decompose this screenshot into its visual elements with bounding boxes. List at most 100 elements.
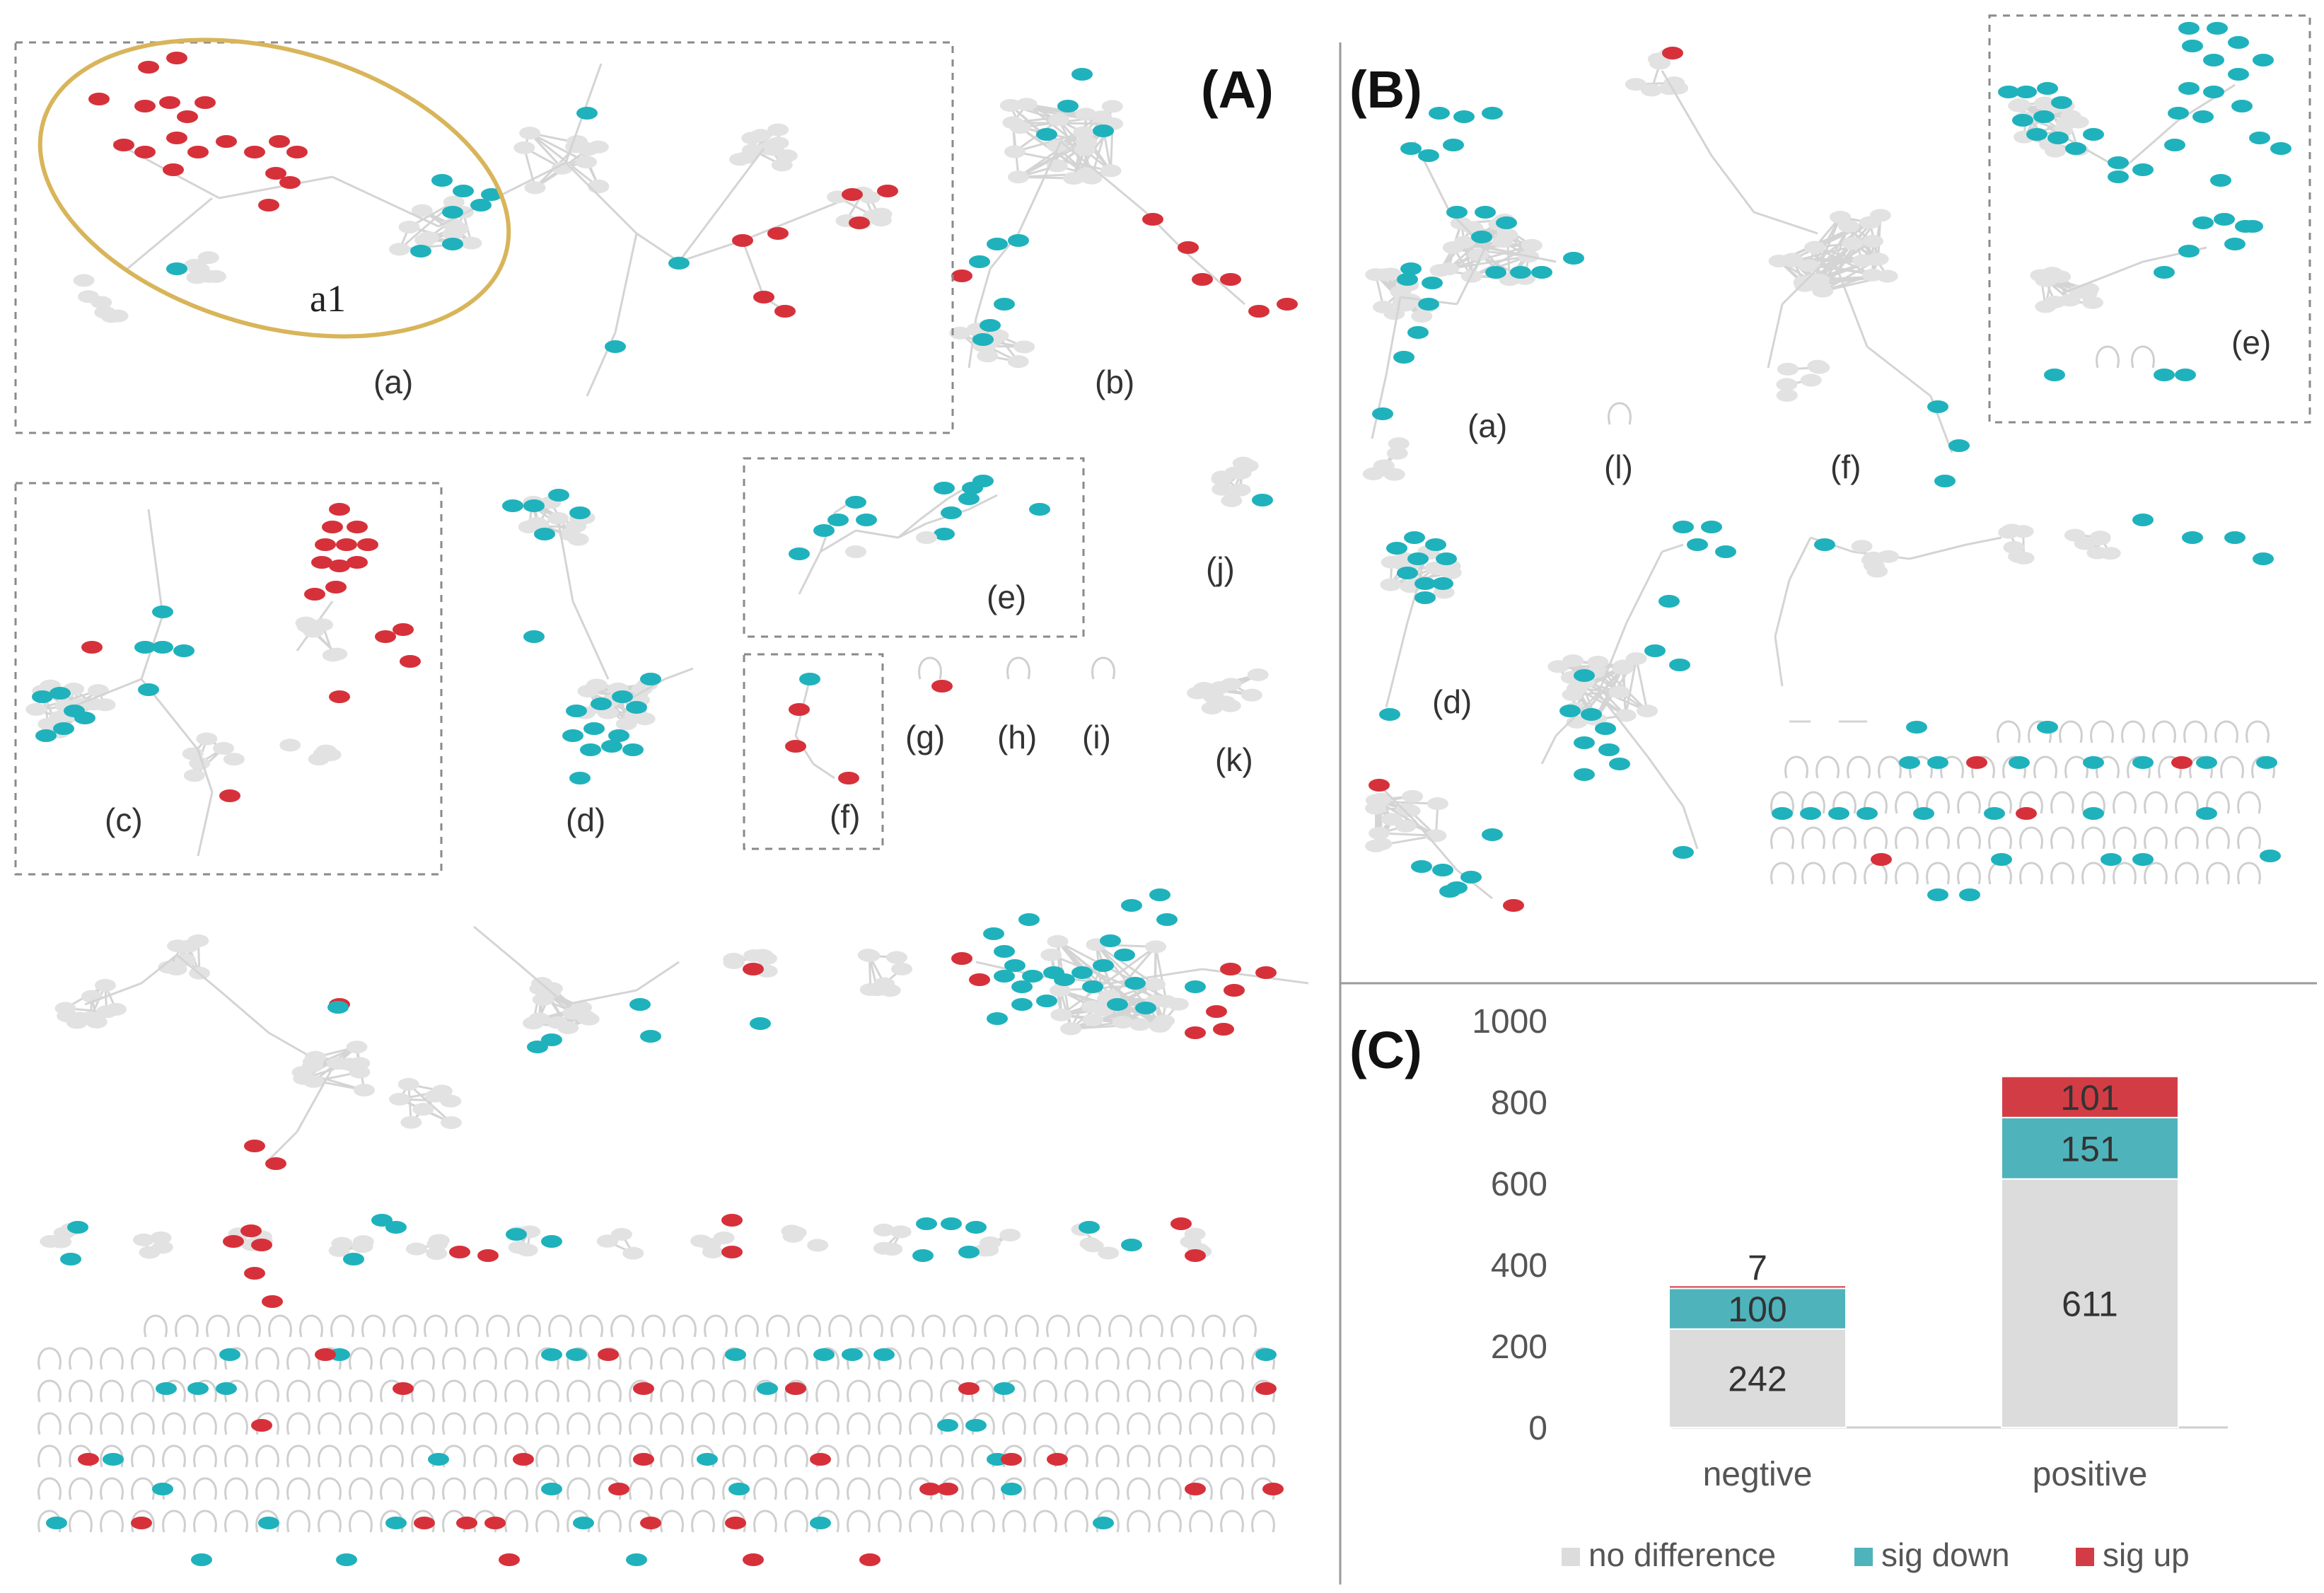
sig-down-node xyxy=(757,1382,778,1395)
sig-down-node xyxy=(1595,722,1616,735)
network-edge xyxy=(1456,247,1487,305)
bar-value-label: 611 xyxy=(2062,1284,2118,1323)
self-loop xyxy=(1220,1477,1244,1500)
network-edge xyxy=(2121,119,2179,171)
network-node xyxy=(349,1065,371,1079)
network-edge xyxy=(1753,211,1818,235)
network-node xyxy=(25,702,47,716)
sig-down-node xyxy=(969,255,990,268)
sig-up-node xyxy=(721,1214,743,1227)
network-edge xyxy=(1597,693,1649,758)
sig-up-node xyxy=(1185,1249,1206,1262)
sig-down-node xyxy=(152,1483,173,1495)
network-node xyxy=(1063,172,1085,185)
self-loop xyxy=(69,1510,93,1533)
sig-up-node xyxy=(269,135,290,148)
sig-down-node xyxy=(219,1348,240,1361)
network-edge xyxy=(564,161,638,235)
self-loop xyxy=(1864,791,1888,814)
network-node xyxy=(189,757,211,770)
sig-up-node xyxy=(78,1453,99,1466)
sig-down-node xyxy=(994,298,1015,311)
network-node xyxy=(1869,209,1891,222)
sig-up-node xyxy=(774,305,796,318)
network-node xyxy=(205,270,227,283)
sig-up-node xyxy=(1220,273,1241,286)
sig-down-node xyxy=(1482,828,1503,841)
label-a-F: (f) xyxy=(830,798,860,835)
network-node xyxy=(411,204,433,217)
sig-up-node xyxy=(1170,1217,1192,1230)
network-node xyxy=(891,962,913,975)
sig-up-node xyxy=(163,163,184,176)
network-node xyxy=(559,528,581,541)
network-edge xyxy=(813,763,835,780)
sig-down-node xyxy=(2224,531,2245,544)
network-node xyxy=(977,349,999,363)
network-edge xyxy=(636,232,680,263)
self-loop xyxy=(473,1412,497,1435)
sig-up-node xyxy=(1255,1382,1277,1395)
sig-down-node xyxy=(608,729,629,742)
sig-down-node xyxy=(958,492,980,505)
network-edge xyxy=(1050,954,1167,1003)
self-loop xyxy=(1251,1412,1275,1435)
sig-up-node xyxy=(513,1453,534,1466)
self-loop xyxy=(193,1510,217,1533)
network-node xyxy=(1380,578,1402,591)
self-loop xyxy=(2113,826,2137,850)
sig-down-node xyxy=(138,683,159,696)
self-loop xyxy=(909,1379,933,1403)
self-loop xyxy=(37,1379,62,1403)
self-loop xyxy=(753,1412,777,1435)
self-loop xyxy=(1220,1510,1244,1533)
self-loop xyxy=(1220,1412,1244,1435)
sig-down-node xyxy=(152,641,173,654)
sig-up-node xyxy=(375,630,396,643)
self-loop xyxy=(1202,1314,1226,1338)
network-node xyxy=(1075,108,1097,121)
sig-down-node xyxy=(1443,139,1464,151)
self-loop xyxy=(660,1412,684,1435)
self-loop xyxy=(629,1347,653,1370)
self-loop xyxy=(224,1347,248,1370)
network-node xyxy=(1440,566,1462,579)
bar-value-label: 7 xyxy=(1748,1248,1767,1287)
self-loop xyxy=(691,1510,715,1533)
network-node xyxy=(1794,279,1815,292)
self-loop xyxy=(1096,1412,1120,1435)
self-loop xyxy=(847,1347,871,1370)
bar-value-label: 242 xyxy=(1728,1359,1786,1398)
sig-down-node xyxy=(1082,980,1103,993)
sig-up-node xyxy=(969,973,990,986)
network-node xyxy=(859,949,881,963)
self-loop xyxy=(131,1379,155,1403)
self-loop xyxy=(1801,826,1825,850)
network-node xyxy=(1144,978,1166,991)
self-loop xyxy=(784,1412,808,1435)
sig-up-node xyxy=(743,963,764,975)
network-edge xyxy=(1096,944,1156,1002)
sig-down-node xyxy=(2253,552,2274,565)
sig-down-node xyxy=(965,1221,987,1234)
self-loop xyxy=(69,1379,93,1403)
self-loop xyxy=(1926,791,1950,814)
network-node xyxy=(1862,235,1884,248)
self-loop xyxy=(504,1379,528,1403)
sig-down-node xyxy=(481,188,502,201)
sig-down-node xyxy=(2037,721,2058,734)
self-loop xyxy=(286,1412,310,1435)
network-node xyxy=(1663,76,1685,90)
sig-up-node xyxy=(608,1483,629,1495)
self-loop xyxy=(1158,1412,1182,1435)
self-loop xyxy=(380,1444,404,1468)
self-loop xyxy=(69,1347,93,1370)
chart-bars xyxy=(1668,1075,2179,1429)
network-edge xyxy=(529,132,587,163)
bar-segment xyxy=(2001,1178,2179,1429)
sig-down-node xyxy=(428,1453,449,1466)
sig-down-node xyxy=(1418,298,1439,311)
self-loop xyxy=(2113,791,2137,814)
network-node xyxy=(2086,546,2108,560)
legend-swatch xyxy=(2076,1548,2094,1566)
